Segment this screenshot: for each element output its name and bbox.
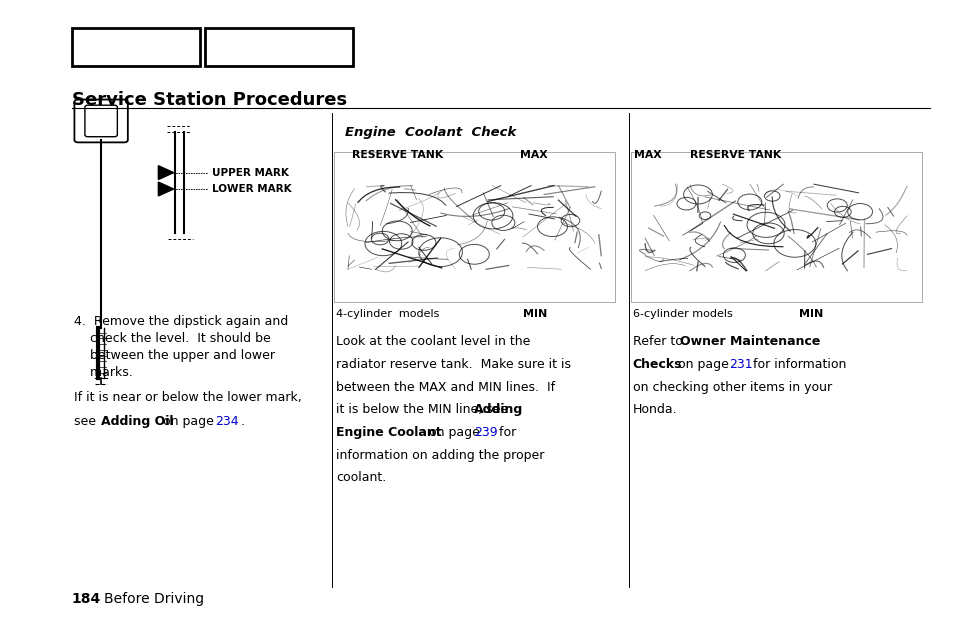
Text: Before Driving: Before Driving	[104, 592, 204, 606]
Polygon shape	[158, 182, 173, 196]
Text: coolant.: coolant.	[335, 471, 386, 484]
Bar	[630, 152, 921, 302]
FancyBboxPatch shape	[74, 100, 128, 142]
Text: MAX: MAX	[519, 150, 547, 160]
Text: Owner Maintenance: Owner Maintenance	[679, 335, 820, 348]
Text: MIN: MIN	[522, 309, 546, 319]
Bar	[205, 28, 353, 66]
Text: If it is near or below the lower mark,: If it is near or below the lower mark,	[74, 391, 302, 404]
Text: radiator reserve tank.  Make sure it is: radiator reserve tank. Make sure it is	[335, 358, 570, 371]
Text: Adding Oil: Adding Oil	[101, 415, 173, 428]
Text: 231: 231	[728, 358, 752, 371]
Text: for: for	[495, 426, 516, 439]
Text: on page: on page	[673, 358, 732, 371]
Text: 4.  Remove the dipstick again and
    check the level.  It should be
    between: 4. Remove the dipstick again and check t…	[74, 315, 289, 379]
Text: Look at the coolant level in the: Look at the coolant level in the	[335, 335, 530, 348]
Text: RESERVE TANK: RESERVE TANK	[689, 150, 781, 160]
Text: MAX: MAX	[634, 150, 661, 160]
Text: Service Station Procedures: Service Station Procedures	[71, 91, 346, 110]
Text: RESERVE TANK: RESERVE TANK	[352, 150, 443, 160]
Text: Engine Coolant: Engine Coolant	[335, 426, 441, 439]
Text: Refer to: Refer to	[632, 335, 685, 348]
Text: Engine  Coolant  Check: Engine Coolant Check	[345, 126, 517, 139]
Text: 234: 234	[215, 415, 239, 428]
Text: information on adding the proper: information on adding the proper	[335, 449, 543, 462]
FancyBboxPatch shape	[85, 105, 117, 137]
Text: on page: on page	[159, 415, 218, 428]
Text: between the MAX and MIN lines.  If: between the MAX and MIN lines. If	[335, 381, 555, 394]
Text: Adding: Adding	[474, 403, 523, 416]
Polygon shape	[158, 166, 173, 180]
Text: Checks: Checks	[632, 358, 681, 371]
Text: it is below the MIN line, see: it is below the MIN line, see	[335, 403, 512, 416]
Text: UPPER MARK: UPPER MARK	[212, 168, 289, 178]
Text: 4-cylinder  models: 4-cylinder models	[335, 309, 438, 319]
Text: LOWER MARK: LOWER MARK	[212, 184, 291, 194]
Text: MIN: MIN	[799, 309, 822, 319]
Text: 6-cylinder models: 6-cylinder models	[632, 309, 732, 319]
Text: for information: for information	[748, 358, 845, 371]
Text: 184: 184	[71, 592, 101, 606]
Text: see: see	[74, 415, 100, 428]
Text: on page: on page	[424, 426, 483, 439]
Text: .: .	[236, 415, 244, 428]
Bar	[334, 152, 615, 302]
Text: 239: 239	[474, 426, 497, 439]
Text: Honda.: Honda.	[632, 403, 677, 416]
Text: on checking other items in your: on checking other items in your	[632, 381, 831, 394]
Bar	[71, 28, 200, 66]
